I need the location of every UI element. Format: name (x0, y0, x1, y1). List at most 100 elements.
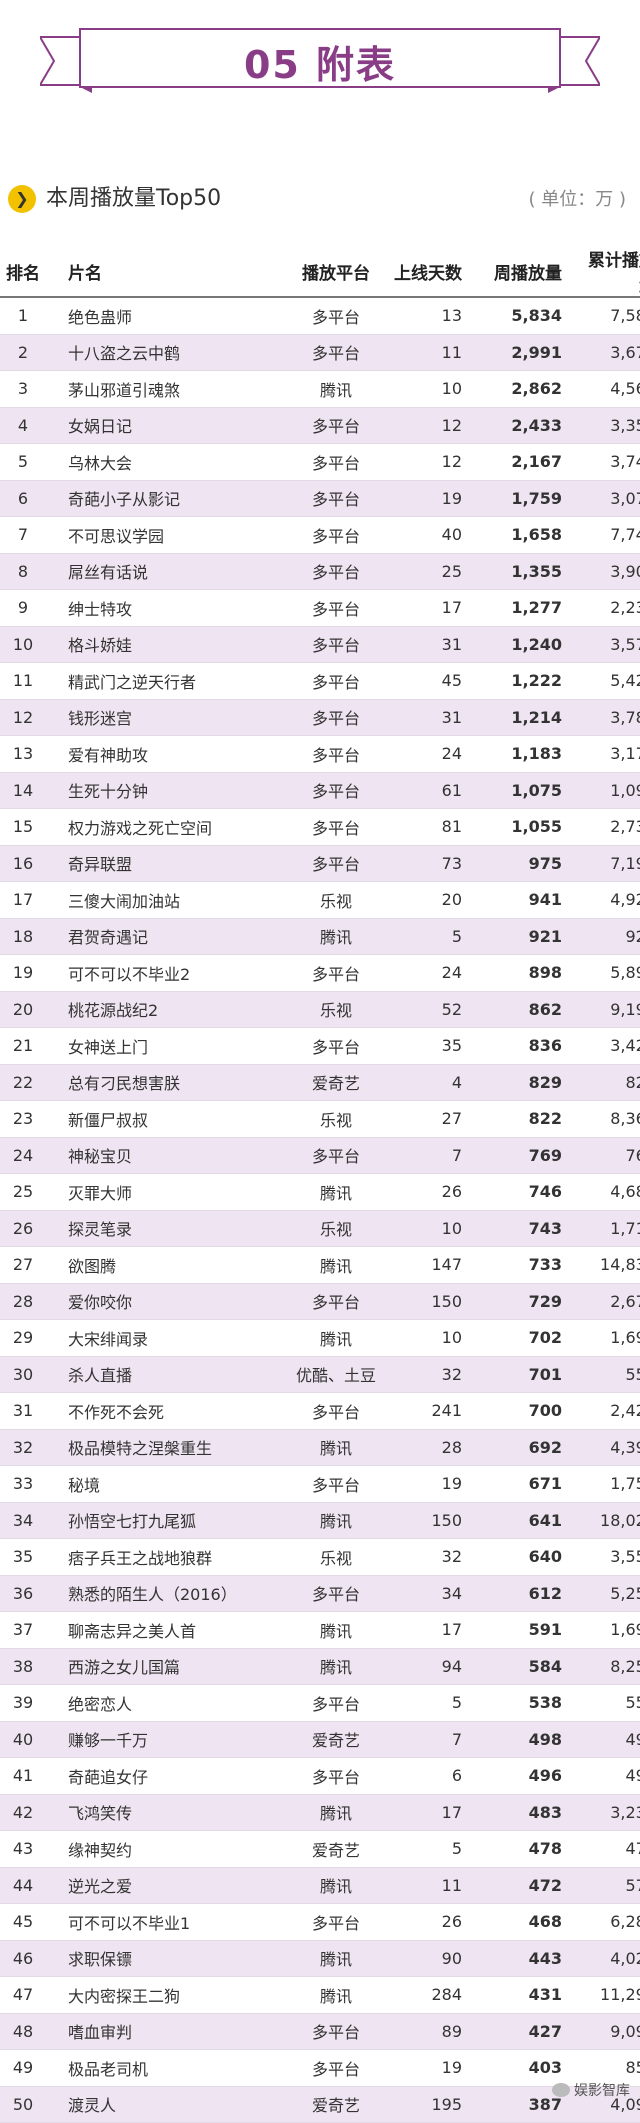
wechat-icon (552, 2083, 570, 2097)
cell-weekly: 468 (476, 1903, 572, 1941)
cell-platform: 多平台 (288, 1684, 384, 1722)
cell-weekly: 2,862 (476, 370, 572, 408)
cell-weekly: 700 (476, 1392, 572, 1430)
cell-name: 西游之女儿国篇 (46, 1648, 288, 1685)
cell-name: 生死十分钟 (46, 772, 288, 809)
cell-days: 10 (384, 1210, 476, 1247)
cell-weekly: 743 (476, 1210, 572, 1247)
cell-days: 26 (384, 1903, 476, 1941)
cell-platform: 多平台 (288, 845, 384, 882)
cell-weekly: 640 (476, 1538, 572, 1576)
header-days: 上线天数 (384, 246, 476, 298)
cell-days: 7 (384, 1137, 476, 1174)
cell-name: 极品老司机 (46, 2049, 288, 2087)
banner-title: 05 附表 (243, 42, 397, 87)
cell-total: 478 (572, 1830, 640, 1868)
cell-platform: 多平台 (288, 553, 384, 590)
cell-platform: 多平台 (288, 1575, 384, 1612)
cell-total: 550 (572, 1356, 640, 1393)
table-row: 43缘神契约爱奇艺5478478 (0, 1830, 640, 1868)
cell-weekly: 498 (476, 1721, 572, 1758)
cell-platform: 腾讯 (288, 1173, 384, 1211)
cell-days: 11 (384, 334, 476, 371)
cell-days: 10 (384, 370, 476, 408)
cell-rank: 17 (0, 881, 46, 919)
cell-total: 6,280 (572, 1903, 640, 1941)
table-row: 24神秘宝贝多平台7769769 (0, 1137, 640, 1174)
ranking-table: 排名 片名 播放平台 上线天数 周播放量 累计播放量 1绝色蛊师多平台135,8… (0, 246, 640, 2123)
cell-platform: 多平台 (288, 297, 384, 335)
cell-weekly: 1,055 (476, 808, 572, 846)
cell-rank: 13 (0, 735, 46, 773)
cell-name: 熟悉的陌生人（2016） (46, 1575, 288, 1612)
cell-weekly: 1,183 (476, 735, 572, 773)
cell-platform: 乐视 (288, 1100, 384, 1138)
cell-weekly: 1,240 (476, 626, 572, 663)
header-platform: 播放平台 (288, 246, 384, 298)
cell-platform: 乐视 (288, 1210, 384, 1247)
cell-total: 3,787 (572, 699, 640, 736)
cell-days: 13 (384, 297, 476, 335)
cell-days: 12 (384, 443, 476, 481)
cell-name: 大内密探王二狗 (46, 1976, 288, 2014)
cell-total: 1,697 (572, 1611, 640, 1649)
cell-days: 81 (384, 808, 476, 846)
cell-platform: 爱奇艺 (288, 2086, 384, 2123)
cell-weekly: 2,991 (476, 334, 572, 371)
section-title: 本周播放量Top50 (46, 186, 222, 211)
cell-days: 35 (384, 1027, 476, 1065)
cell-total: 4,924 (572, 881, 640, 919)
cell-rank: 31 (0, 1392, 46, 1430)
unit-label: ( 单位：万 ) (528, 189, 627, 210)
cell-total: 3,902 (572, 553, 640, 590)
header-name: 片名 (46, 246, 288, 298)
cell-total: 3,174 (572, 735, 640, 773)
cell-name: 权力游戏之死亡空间 (46, 808, 288, 846)
cell-total: 8,364 (572, 1100, 640, 1138)
cell-platform: 多平台 (288, 1283, 384, 1320)
cell-rank: 49 (0, 2049, 46, 2087)
table-row: 18君贺奇遇记腾讯5921921 (0, 918, 640, 955)
cell-platform: 多平台 (288, 1757, 384, 1795)
cell-days: 6 (384, 1757, 476, 1795)
cell-rank: 11 (0, 662, 46, 700)
cell-days: 150 (384, 1502, 476, 1539)
cell-days: 73 (384, 845, 476, 882)
cell-days: 40 (384, 516, 476, 554)
cell-rank: 22 (0, 1064, 46, 1101)
cell-rank: 8 (0, 553, 46, 590)
table-row: 41奇葩追女仔多平台6496497 (0, 1757, 640, 1795)
cell-platform: 多平台 (288, 772, 384, 809)
cell-days: 34 (384, 1575, 476, 1612)
cell-platform: 腾讯 (288, 918, 384, 955)
cell-rank: 43 (0, 1830, 46, 1868)
table-row: 39绝密恋人多平台5538550 (0, 1684, 640, 1722)
cell-platform: 多平台 (288, 2049, 384, 2087)
cell-days: 52 (384, 991, 476, 1028)
cell-days: 11 (384, 1867, 476, 1904)
cell-platform: 多平台 (288, 1465, 384, 1503)
cell-rank: 4 (0, 407, 46, 444)
cell-total: 2,420 (572, 1392, 640, 1430)
cell-name: 求职保镖 (46, 1940, 288, 1977)
cell-weekly: 1,214 (476, 699, 572, 736)
cell-total: 7,581 (572, 297, 640, 335)
cell-total: 11,296 (572, 1976, 640, 2014)
cell-total: 14,830 (572, 1246, 640, 1284)
cell-rank: 28 (0, 1283, 46, 1320)
cell-rank: 50 (0, 2086, 46, 2123)
cell-days: 32 (384, 1538, 476, 1576)
cell-name: 渡灵人 (46, 2086, 288, 2123)
cell-days: 89 (384, 2013, 476, 2050)
cell-weekly: 641 (476, 1502, 572, 1539)
cell-total: 579 (572, 1867, 640, 1904)
cell-rank: 21 (0, 1027, 46, 1065)
cell-weekly: 5,834 (476, 297, 572, 335)
cell-days: 94 (384, 1648, 476, 1685)
cell-rank: 15 (0, 808, 46, 846)
